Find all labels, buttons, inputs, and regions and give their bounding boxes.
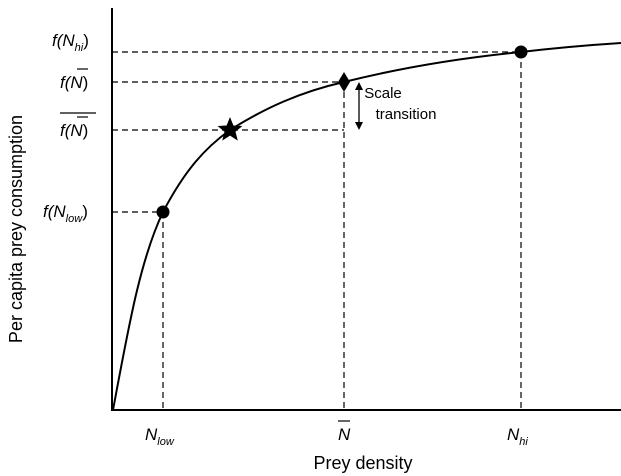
y-tick-f-hi-close: ) (83, 31, 89, 50)
x-tick-mean: N (338, 420, 351, 444)
y-tick-f-hi-var: N (62, 31, 75, 50)
x-tick-hi-sub: hi (519, 436, 528, 448)
svg-text:f(Nhi): f(Nhi) (52, 31, 89, 54)
y-tick-f-low-sub: low (66, 213, 84, 225)
y-axis-label: Per capita prey consumption (6, 115, 26, 343)
y-tick-mean-f-fn: f( (60, 121, 73, 140)
y-tick-f-hi-sub: hi (75, 42, 84, 54)
y-tick-f-mean: f(N) (60, 68, 88, 92)
x-tick-mean-var: N (338, 425, 351, 444)
svg-text:f(Nlow): f(Nlow) (43, 202, 88, 225)
y-tick-mean-f: f(N) (60, 112, 96, 140)
annotation-line-2: transition (376, 106, 437, 123)
y-tick-f-low-var: N (53, 202, 66, 221)
svg-text:f(N): f(N) (60, 73, 88, 92)
y-tick-f-hi-fn: f( (52, 31, 65, 50)
x-tick-low-sub: low (157, 436, 175, 448)
y-tick-f-mean-fn: f( (60, 73, 73, 92)
mean-of-function-star-icon (217, 117, 243, 141)
scale-transition-arrow (355, 82, 363, 130)
y-tick-f-low: f(Nlow) (43, 202, 88, 225)
x-tick-low: Nlow (145, 425, 175, 448)
y-tick-mean-f-var: N (70, 121, 83, 140)
function-of-mean-diamond-icon (338, 72, 350, 92)
y-tick-f-hi: f(Nhi) (52, 31, 89, 54)
svg-text:Nhi: Nhi (507, 425, 528, 448)
y-tick-mean-f-close: ) (83, 121, 89, 140)
y-tick-f-low-close: ) (82, 202, 88, 221)
low-point-marker (156, 205, 170, 219)
annotation-line-1: Scale (364, 85, 402, 102)
x-tick-low-var: N (145, 425, 158, 444)
svg-text:f(N): f(N) (60, 121, 88, 140)
y-tick-f-low-fn: f( (43, 202, 56, 221)
hi-point-marker (514, 45, 528, 59)
svg-text:N: N (338, 425, 351, 444)
svg-text:Nlow: Nlow (145, 425, 175, 448)
x-tick-hi: Nhi (507, 425, 528, 448)
guide-lines (112, 51, 522, 410)
x-axis-label: Prey density (313, 453, 412, 473)
x-tick-hi-var: N (507, 425, 520, 444)
y-tick-f-mean-var: N (70, 73, 83, 92)
y-tick-f-mean-close: ) (83, 73, 89, 92)
